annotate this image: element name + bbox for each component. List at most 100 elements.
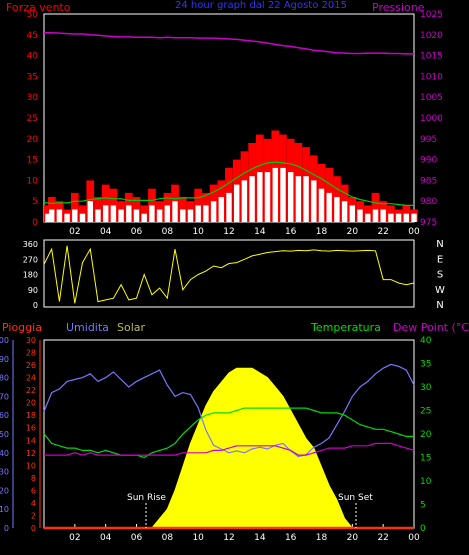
pressure-line xyxy=(44,31,414,55)
wind-average-bar xyxy=(195,205,201,222)
axis-tick-label: 990 xyxy=(420,156,437,166)
wind-average-bar xyxy=(126,205,132,222)
wind-average-bar xyxy=(203,205,209,222)
axis-tick-label: 40 xyxy=(27,52,39,62)
wind-average-bar xyxy=(380,209,386,222)
wind-average-bar xyxy=(156,209,163,222)
axis-tick-label: 26 xyxy=(26,361,36,370)
wind-average-bar xyxy=(349,205,355,222)
axis-tick-label: 1015 xyxy=(420,52,443,62)
x-tick-label: 10 xyxy=(192,227,204,237)
pressure-axis-ticks: 975 980 985 990 995 1000 1005 1010 1015 1020 1025 xyxy=(420,10,443,228)
axis-tick-label: 45 xyxy=(27,31,38,41)
axis-tick-label: 90 xyxy=(0,355,9,364)
axis-tick-label: 0 xyxy=(33,301,38,310)
wind-average-bar xyxy=(272,167,278,222)
humidity-axis-label: Umidita xyxy=(66,321,109,334)
x-tick-label: 06 xyxy=(131,227,143,237)
axis-tick-label: 90 xyxy=(28,286,38,295)
wind-gust-bar xyxy=(371,192,380,222)
axis-tick-label: 0 xyxy=(4,524,9,533)
x-tick-label: 04 xyxy=(100,533,112,543)
axis-tick-label: 1020 xyxy=(420,31,443,41)
axis-tick-label: 5 xyxy=(32,197,38,207)
wind-average-bar xyxy=(45,213,51,222)
axis-tick-label: 0 xyxy=(31,524,36,533)
x-tick-label: 04 xyxy=(100,227,112,237)
axis-tick-label: 30 xyxy=(0,468,9,477)
wind-average-bar xyxy=(280,167,286,222)
axis-tick-label: W xyxy=(435,285,445,296)
axis-tick-label: 40 xyxy=(420,336,432,346)
wind-average-bar xyxy=(241,180,248,222)
axis-tick-label: 4 xyxy=(31,499,36,508)
wind-gust-bar xyxy=(71,192,79,222)
wind-direction-line xyxy=(43,245,415,304)
axis-tick-label: 18 xyxy=(26,411,36,420)
axis-tick-label: 985 xyxy=(420,176,437,186)
wind-average-bar xyxy=(218,197,224,222)
wind-axis-ticks: 0 5 10 15 20 25 30 35 40 45 50 xyxy=(27,10,39,228)
x-tick-label: 16 xyxy=(285,227,297,237)
axis-tick-label: 1000 xyxy=(420,114,443,124)
temperature-axis-label: Temperatura xyxy=(310,321,381,334)
axis-tick-label: 28 xyxy=(26,349,36,358)
wind-average-bar xyxy=(149,205,155,222)
wind-average-bar xyxy=(87,201,93,222)
axis-tick-label: 980 xyxy=(420,197,437,207)
axis-tick-label: 25 xyxy=(27,114,38,124)
direction-panel-frame xyxy=(43,239,415,308)
axis-tick-label: 995 xyxy=(420,135,437,145)
x-tick-label: 02 xyxy=(69,533,80,543)
x-tick-label: 00 xyxy=(408,227,420,237)
wind-average-bar xyxy=(234,184,240,222)
humidity-axis-ticks: 0 10 20 30 40 50 60 70 80 90 100 xyxy=(0,336,9,533)
wind-average-bar xyxy=(357,209,363,222)
axis-tick-label: 1025 xyxy=(420,10,443,20)
axis-tick-label: 20 xyxy=(0,486,9,495)
axis-tick-label: 70 xyxy=(0,392,9,401)
axis-tick-label: 10 xyxy=(0,505,9,514)
x-tick-label: 20 xyxy=(347,533,359,543)
sunset-label: Sun Set xyxy=(338,493,373,503)
axis-tick-label: 14 xyxy=(26,436,36,445)
pressure-axis-label: Pressione xyxy=(372,1,425,14)
chart-title: 24 hour graph dal 22 Agosto 2015 xyxy=(175,0,347,11)
axis-tick-label: 60 xyxy=(0,411,9,420)
wind-average-bar xyxy=(226,192,232,222)
x-tick-label: 02 xyxy=(69,227,80,237)
axis-tick-label: 5 xyxy=(420,501,426,511)
wind-average-bar xyxy=(49,209,55,222)
wind-average-bar xyxy=(334,197,340,222)
wind-average-bar xyxy=(118,209,124,222)
axis-tick-label: S xyxy=(437,270,443,281)
x-tick-label: 10 xyxy=(192,533,204,543)
axis-tick-label: 50 xyxy=(0,430,9,439)
wind-average-bar xyxy=(141,213,147,222)
axis-tick-label: N xyxy=(436,300,443,311)
axis-tick-label: 22 xyxy=(26,386,36,395)
axis-tick-label: 15 xyxy=(420,454,431,464)
axis-tick-label: 20 xyxy=(27,135,39,145)
wind-average-bar xyxy=(365,213,371,222)
wind-average-bar xyxy=(303,176,309,222)
wind-average-bar xyxy=(180,209,186,222)
axis-tick-label: 30 xyxy=(420,383,432,393)
wind-average-bar xyxy=(64,213,70,222)
wind-average-bar xyxy=(318,188,325,222)
wind-average-bar xyxy=(72,209,78,222)
wind-average-bar xyxy=(56,209,63,222)
axis-tick-label: 12 xyxy=(26,449,36,458)
axis-tick-label: 16 xyxy=(26,424,36,433)
wind-average-bar xyxy=(187,209,194,222)
wind-average-bar xyxy=(172,201,178,222)
wind-average-bar xyxy=(110,205,117,222)
x-tick-label: 18 xyxy=(316,227,328,237)
axis-tick-label: 270 xyxy=(23,255,38,264)
axis-tick-label: 1005 xyxy=(420,93,443,103)
wind-average-bar xyxy=(249,176,255,222)
rain-axis-label: Pioggia xyxy=(2,321,42,334)
axis-tick-label: 35 xyxy=(420,360,431,370)
x-tick-label: 12 xyxy=(223,227,234,237)
